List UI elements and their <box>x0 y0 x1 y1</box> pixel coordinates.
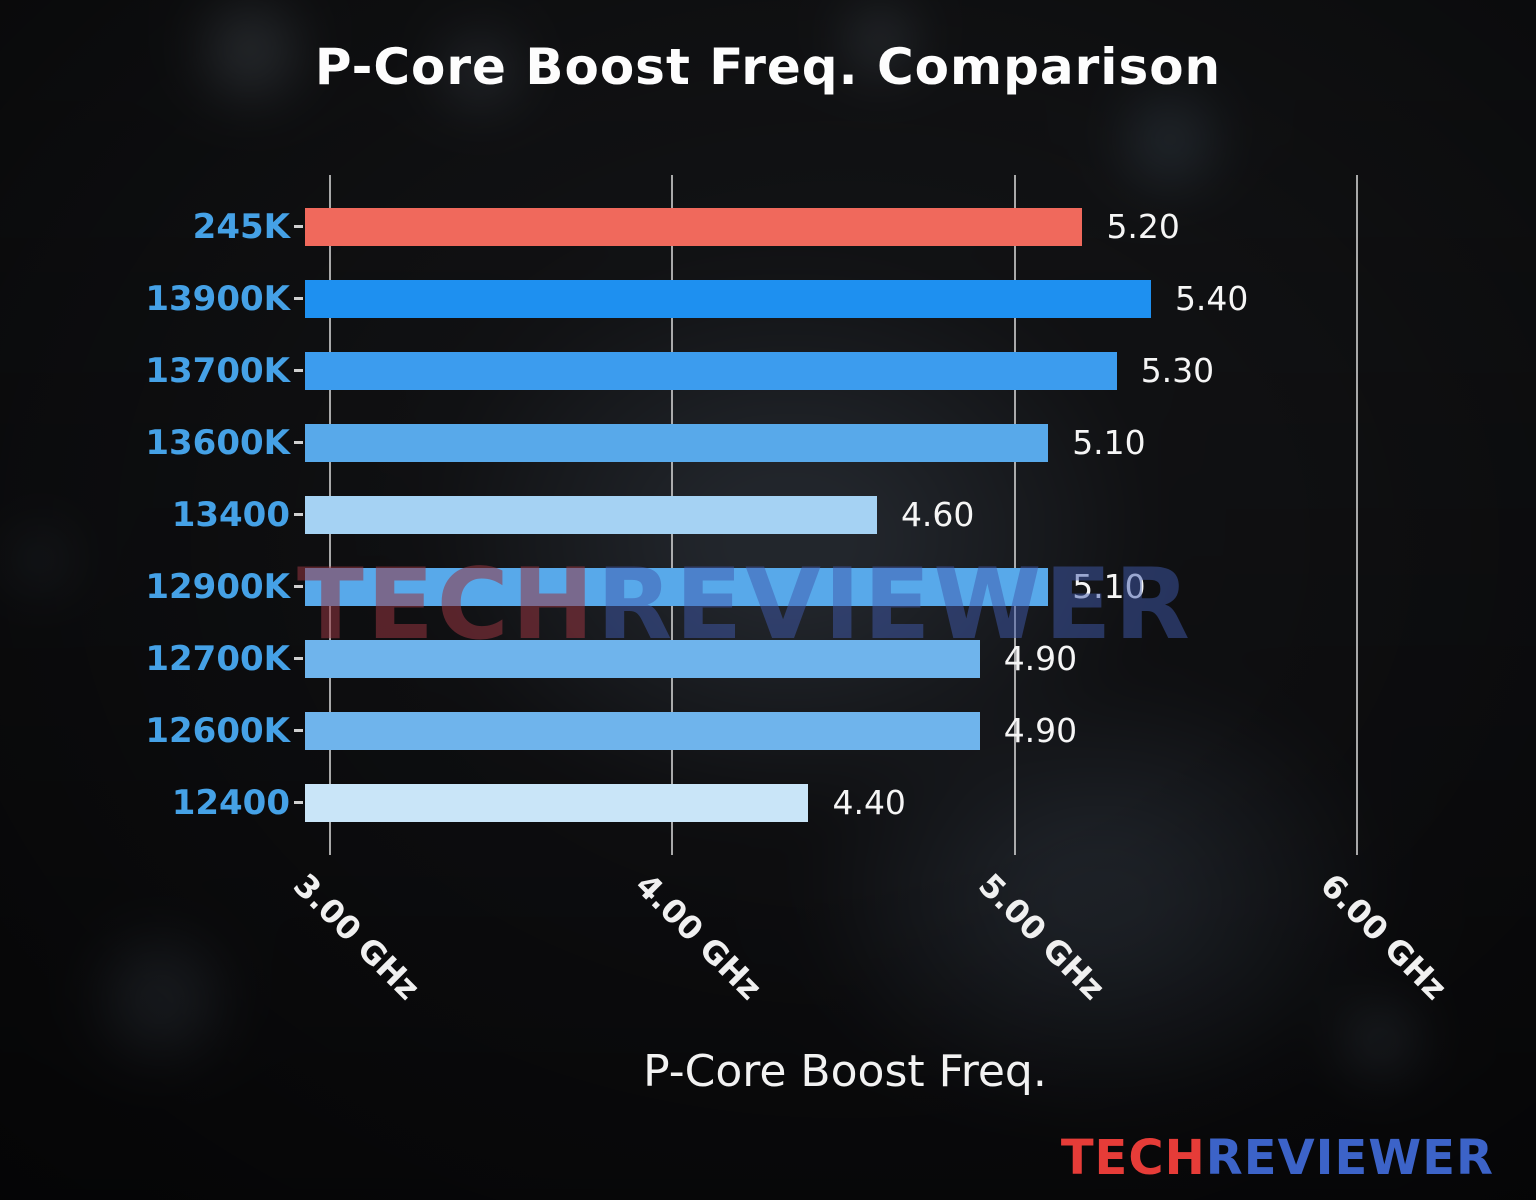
category-label: 13900K <box>145 279 290 319</box>
value-label: 4.90 <box>1003 639 1078 678</box>
techreviewer-logo: TECHREVIEWER <box>1061 1130 1494 1186</box>
gridline <box>1013 175 1016 855</box>
value-label: 4.60 <box>900 495 975 534</box>
bar <box>305 496 877 534</box>
bar <box>305 640 980 678</box>
bar-row: 13600K 5.10 <box>0 407 1536 479</box>
gridline <box>1356 175 1359 855</box>
y-axis-tick <box>294 513 303 516</box>
value-label: 4.40 <box>832 783 906 822</box>
category-label: 12400 <box>171 783 290 823</box>
bar <box>305 424 1049 462</box>
value-label: 5.30 <box>1140 351 1215 390</box>
x-tick-label: 4.00 GHz <box>628 866 770 1008</box>
bar-row: 13700K 5.30 <box>0 335 1536 407</box>
bar-row: 245K 5.20 <box>0 191 1536 263</box>
y-axis-tick <box>294 225 303 228</box>
y-axis-tick <box>294 657 303 660</box>
bar-row: 12900K 5.10 <box>0 551 1536 623</box>
bar <box>305 208 1083 246</box>
bar-row: 13900K 5.40 <box>0 263 1536 335</box>
logo-reviewer: REVIEWER <box>1205 1130 1494 1186</box>
x-tick-label: 6.00 GHz <box>1313 866 1455 1008</box>
category-label: 13400 <box>171 495 290 535</box>
value-label: 5.10 <box>1072 567 1146 606</box>
bar <box>305 568 1049 606</box>
x-tick-label: 5.00 GHz <box>971 866 1113 1008</box>
category-label: 13700K <box>145 351 290 391</box>
bar <box>305 280 1151 318</box>
y-axis-tick <box>294 297 303 300</box>
category-label: 13600K <box>145 423 290 463</box>
y-axis-tick <box>294 441 303 444</box>
x-tick-label: 3.00 GHz <box>286 866 428 1008</box>
bars-layer: 245K 5.20 13900K 5.40 13700K 5.30 13600K 5.10 13… <box>0 191 1536 839</box>
value-label: 5.10 <box>1072 423 1146 462</box>
category-label: 245K <box>192 207 290 247</box>
y-axis-tick <box>294 585 303 588</box>
category-label: 12900K <box>145 567 290 607</box>
bar <box>305 712 980 750</box>
bar-row: 13400 4.60 <box>0 479 1536 551</box>
value-label: 4.90 <box>1003 711 1078 750</box>
x-axis-title: P-Core Boost Freq. <box>643 1046 1047 1097</box>
bar <box>305 784 809 822</box>
value-label: 5.20 <box>1106 207 1180 246</box>
category-label: 12600K <box>145 711 290 751</box>
bar-row: 12700K 4.90 <box>0 623 1536 695</box>
category-label: 12700K <box>145 639 290 679</box>
y-axis-tick <box>294 729 303 732</box>
value-label: 5.40 <box>1174 279 1249 318</box>
chart-title: P-Core Boost Freq. Comparison <box>314 38 1222 96</box>
logo-tech: TECH <box>1060 1130 1206 1186</box>
bar <box>305 352 1117 390</box>
bar-row: 12400 4.40 <box>0 767 1536 839</box>
bar-row: 12600K 4.90 <box>0 695 1536 767</box>
y-axis-tick <box>294 369 303 372</box>
y-axis-tick <box>294 801 303 804</box>
